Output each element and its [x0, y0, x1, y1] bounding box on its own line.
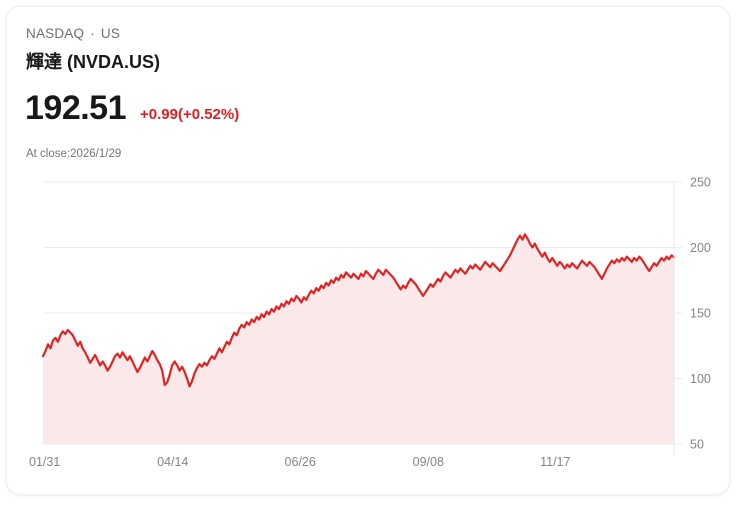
y-axis-tick-label: 150	[690, 307, 711, 321]
quote-row: 192.51 +0.99(+0.52%)	[25, 89, 239, 128]
chart-gridlines	[43, 181, 682, 445]
y-axis-tick-label: 50	[690, 438, 704, 452]
price-line-path	[41, 233, 676, 388]
y-axis-tick-label: 100	[690, 372, 711, 386]
x-axis-tick-label: 11/17	[540, 455, 570, 469]
chart-line	[41, 233, 676, 388]
price-chart-svg: 250 200 150 100 50 01/31 04/14 06/26 09/08 11/17	[29, 176, 711, 470]
current-price: 192.51	[25, 89, 127, 127]
market-status-note: At close:2026/1/29	[26, 148, 122, 160]
x-axis-tick-label: 06/26	[285, 455, 316, 469]
page-title: 輝達 (NVDA.US)	[26, 52, 160, 72]
x-axis-tick-label: 09/08	[413, 455, 444, 469]
y-axis-labels: 250 200 150 100 50	[690, 176, 711, 452]
area-fill-path	[43, 234, 674, 444]
exchange-region-row: NASDAQ · US	[26, 26, 120, 41]
region-label: US	[100, 26, 121, 41]
exchange-label: NASDAQ	[26, 26, 85, 41]
x-axis-tick-label: 01/31	[29, 455, 60, 469]
y-axis-tick-label: 200	[690, 241, 711, 255]
chart-area-fill	[43, 234, 674, 444]
x-axis-labels: 01/31 04/14 06/26 09/08 11/17	[29, 455, 571, 469]
price-chart: 250 200 150 100 50 01/31 04/14 06/26 09/08 11/17	[7, 7, 729, 494]
x-axis-tick-label: 04/14	[157, 455, 188, 469]
price-change: +0.99(+0.52%)	[140, 106, 240, 123]
separator-dot: ·	[90, 26, 95, 41]
y-axis-tick-label: 250	[690, 176, 711, 190]
stock-quote-card: NASDAQ · US 輝達 (NVDA.US) 192.51 +0.99(+0.5…	[6, 6, 730, 495]
